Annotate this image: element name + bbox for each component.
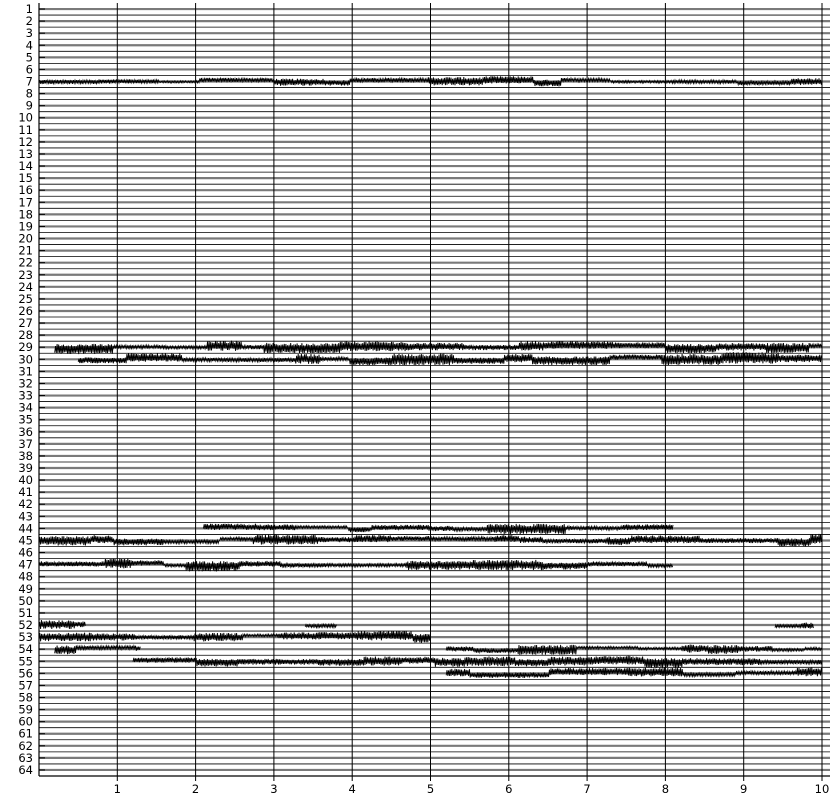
channel-baselines	[39, 7, 830, 772]
channel-label: 64	[18, 763, 33, 777]
signal-trace-ch29-seg0	[54, 340, 823, 355]
signal-trace-ch55-seg0	[132, 655, 823, 669]
channel-label: 28	[18, 328, 33, 342]
channel-label: 40	[18, 473, 33, 487]
channel-label: 1	[26, 2, 33, 16]
channel-label: 46	[18, 546, 33, 560]
channel-label: 19	[18, 219, 33, 233]
channel-label: 27	[18, 316, 33, 330]
channel-label: 18	[18, 207, 33, 221]
x-tick-label: 6	[505, 782, 512, 796]
channel-label: 58	[18, 690, 33, 704]
grid-lines	[39, 3, 830, 776]
channel-label: 11	[18, 123, 33, 137]
x-tick-label: 2	[192, 782, 199, 796]
channel-label: 50	[18, 594, 33, 608]
channel-label: 61	[18, 727, 33, 741]
plot-axes	[38, 3, 830, 781]
channel-label: 2	[26, 14, 33, 28]
channel-label: 47	[18, 558, 33, 572]
channel-label: 55	[18, 654, 33, 668]
channel-label: 26	[18, 304, 33, 318]
channel-label: 32	[18, 376, 33, 390]
channel-label: 24	[18, 280, 33, 294]
signal-trace-ch52-seg1	[304, 622, 337, 630]
channel-label: 49	[18, 582, 33, 596]
channel-label: 4	[26, 38, 33, 52]
x-tick-label: 7	[583, 782, 590, 796]
signal-trace-ch53-seg0	[38, 630, 431, 643]
x-tick-labels: 1 2 3 4 5 6 7 8 9 10	[114, 782, 830, 796]
channel-label: 60	[18, 715, 33, 729]
channel-label: 44	[18, 521, 33, 535]
channel-label: 63	[18, 751, 33, 765]
signal-trace-ch44-seg0	[202, 523, 674, 535]
channel-label: 41	[18, 485, 33, 499]
channel-label: 16	[18, 183, 33, 197]
channel-label: 59	[18, 703, 33, 717]
channel-label: 14	[18, 159, 33, 173]
channel-label: 20	[18, 232, 33, 246]
channel-label: 38	[18, 449, 33, 463]
channel-label: 56	[18, 666, 33, 680]
channel-label: 48	[18, 570, 33, 584]
channel-label: 25	[18, 292, 33, 306]
channel-label: 10	[18, 111, 33, 125]
channel-label: 31	[18, 364, 33, 378]
channel-labels: 1234567891011121314151617181920212223242…	[18, 2, 33, 777]
channel-label: 13	[18, 147, 33, 161]
channel-label: 21	[18, 244, 33, 258]
x-tick-label: 9	[740, 782, 747, 796]
channel-label: 6	[26, 62, 33, 76]
channel-label: 8	[26, 87, 33, 101]
channel-label: 22	[18, 256, 33, 270]
channel-label: 29	[18, 340, 33, 354]
x-tick-label: 4	[349, 782, 356, 796]
signal-trace-ch54-seg0	[54, 643, 141, 655]
signal-trace-ch52-seg2	[774, 622, 814, 629]
channel-label: 45	[18, 533, 33, 547]
channel-label: 15	[18, 171, 33, 185]
channel-label: 43	[18, 509, 33, 523]
x-tick-label: 10	[815, 782, 830, 796]
channel-label: 36	[18, 425, 33, 439]
signal-trace-ch47-seg0	[38, 558, 674, 572]
channel-label: 54	[18, 642, 33, 656]
channel-label: 52	[18, 618, 33, 632]
channel-label: 7	[26, 75, 33, 89]
channel-label: 9	[26, 99, 33, 113]
x-tick-label: 3	[270, 782, 277, 796]
channel-label: 42	[18, 497, 33, 511]
channel-label: 5	[26, 50, 33, 64]
channel-label: 37	[18, 437, 33, 451]
signal-trace-ch30-seg0	[77, 351, 822, 366]
channel-label: 57	[18, 678, 33, 692]
channel-label: 3	[26, 26, 33, 40]
channel-label: 51	[18, 606, 33, 620]
x-tick-label: 8	[662, 782, 669, 796]
channel-label: 12	[18, 135, 33, 149]
channel-label: 62	[18, 739, 33, 753]
channel-label: 30	[18, 352, 33, 366]
signal-trace-ch52-seg0	[38, 619, 86, 630]
channel-label: 39	[18, 461, 33, 475]
channel-label: 35	[18, 413, 33, 427]
channel-label: 34	[18, 401, 33, 415]
x-tick-label: 1	[114, 782, 121, 796]
channel-label: 33	[18, 389, 33, 403]
x-tick-label: 5	[427, 782, 434, 796]
channel-label: 23	[18, 268, 33, 282]
channel-label: 53	[18, 630, 33, 644]
channel-label: 17	[18, 195, 33, 209]
